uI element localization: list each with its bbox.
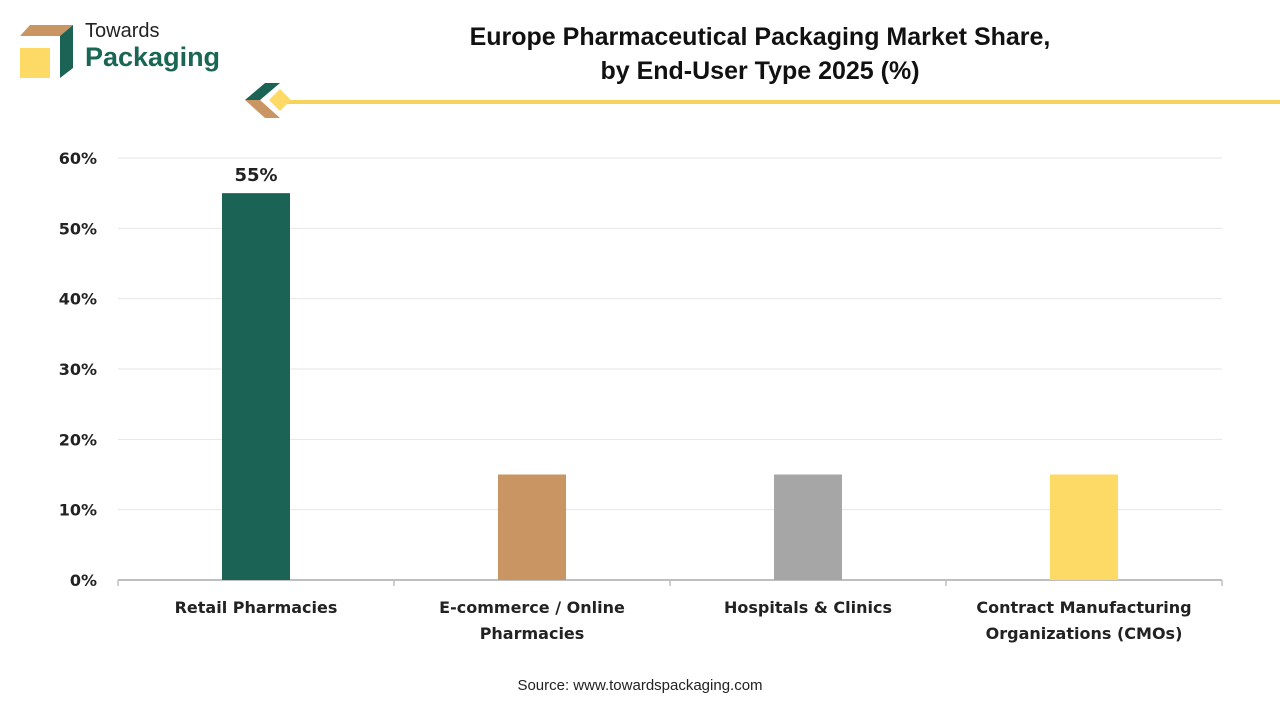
x-tick-label: Organizations (CMOs) <box>986 624 1183 643</box>
source-note: Source: www.towardspackaging.com <box>517 677 763 694</box>
y-tick-label: 40% <box>59 290 97 309</box>
x-tick-label: Hospitals & Clinics <box>724 598 892 617</box>
y-tick-label: 0% <box>70 571 97 590</box>
title-underline-decoration <box>245 83 1280 118</box>
logo-text-packaging: Packaging <box>85 42 221 72</box>
chart-title: Europe Pharmaceutical Packaging Market S… <box>330 20 1190 88</box>
y-tick-label: 10% <box>59 501 97 520</box>
bar <box>498 474 566 580</box>
x-tick-label: Retail Pharmacies <box>175 598 338 617</box>
logo-text-towards: Towards <box>85 20 160 42</box>
y-tick-label: 20% <box>59 430 97 449</box>
title-line-1: Europe Pharmaceutical Packaging Market S… <box>469 23 1051 51</box>
data-label: 55% <box>234 165 277 186</box>
x-tick-label: E-commerce / Online <box>439 598 625 617</box>
y-tick-label: 50% <box>59 219 97 238</box>
logo-icon <box>20 25 73 78</box>
y-tick-label: 30% <box>59 360 97 379</box>
bar <box>774 474 842 580</box>
bar <box>222 193 290 580</box>
x-tick-label: Contract Manufacturing <box>976 598 1191 617</box>
y-tick-label: 60% <box>59 149 97 168</box>
bar <box>1050 474 1118 580</box>
title-line-2: by End-User Type 2025 (%) <box>600 57 920 85</box>
x-tick-label: Pharmacies <box>480 624 585 643</box>
